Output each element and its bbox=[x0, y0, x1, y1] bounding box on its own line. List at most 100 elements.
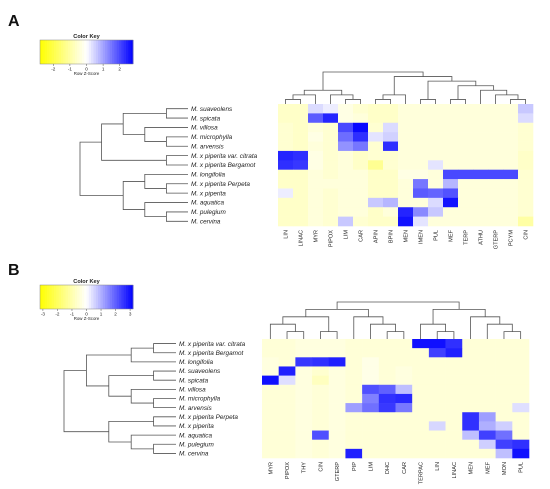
heatmap-cell bbox=[395, 366, 413, 376]
color-key-swatch bbox=[79, 285, 83, 309]
heatmap-cell bbox=[412, 339, 430, 349]
heatmap-cell bbox=[443, 104, 459, 114]
heatmap-cell bbox=[458, 150, 474, 161]
color-key-swatch bbox=[121, 285, 125, 309]
color-key-swatch bbox=[93, 40, 97, 64]
color-key-swatch bbox=[123, 40, 127, 64]
heatmap-cell bbox=[512, 421, 530, 431]
heatmap-cell bbox=[512, 375, 530, 386]
heatmap-cell bbox=[295, 357, 313, 367]
color-key-swatch bbox=[67, 40, 71, 64]
heatmap-cell bbox=[495, 430, 513, 440]
heatmap-cell bbox=[308, 141, 324, 152]
heatmap-cell bbox=[458, 160, 474, 170]
row-label: M. x piperita var. citrata bbox=[191, 153, 258, 160]
row-label: M. cervina bbox=[179, 451, 209, 458]
heatmap-cell bbox=[478, 384, 496, 395]
column-label: PCYM bbox=[509, 230, 515, 247]
column-dendrogram-branch bbox=[353, 316, 384, 339]
color-key-xlabel: Row Z-Score bbox=[74, 316, 100, 321]
heatmap-cell bbox=[473, 132, 489, 142]
row-label: M. arvensis bbox=[179, 405, 212, 412]
heatmap-cell bbox=[378, 375, 396, 386]
heatmap-cell bbox=[262, 348, 279, 358]
heatmap-cell bbox=[328, 403, 346, 413]
row-label: M. aquatica bbox=[191, 200, 224, 207]
heatmap-cell bbox=[488, 104, 504, 114]
heatmap-cell bbox=[278, 150, 294, 161]
column-label: LIM bbox=[368, 462, 374, 472]
heatmap-cell bbox=[428, 421, 446, 431]
heatmap-cell bbox=[378, 430, 396, 440]
color-key-tick-label: -1 bbox=[68, 67, 73, 72]
heatmap-cell bbox=[518, 132, 534, 142]
heatmap-cell bbox=[293, 122, 309, 133]
heatmap-cell bbox=[428, 104, 444, 114]
row-dendrogram-branch bbox=[166, 155, 188, 166]
color-key-swatch bbox=[93, 285, 97, 309]
heatmap-cell bbox=[488, 150, 504, 161]
heatmap-cell bbox=[345, 403, 363, 413]
heatmap-cell bbox=[462, 366, 480, 376]
heatmap-cell bbox=[478, 348, 496, 358]
heatmap-cell bbox=[383, 188, 399, 199]
heatmap-cell bbox=[428, 366, 446, 376]
heatmap-cell bbox=[512, 357, 530, 367]
heatmap-cell bbox=[445, 384, 463, 395]
heatmap-cell bbox=[308, 150, 324, 161]
heatmap-cell bbox=[383, 207, 399, 217]
column-label: MEN bbox=[469, 462, 475, 474]
heatmap-cell bbox=[353, 179, 369, 189]
heatmap-cell bbox=[478, 357, 496, 367]
row-label: M. x piperita Perpeta bbox=[191, 181, 250, 188]
heatmap-cell bbox=[478, 403, 496, 413]
heatmap-cell bbox=[495, 412, 513, 422]
heatmap-cell bbox=[328, 430, 346, 440]
heatmap-cell bbox=[312, 430, 330, 440]
heatmap-cell bbox=[338, 188, 354, 199]
heatmap-cell bbox=[383, 216, 399, 227]
heatmap-cell bbox=[488, 141, 504, 152]
heatmap-cell bbox=[328, 366, 346, 376]
heatmap-cell bbox=[478, 439, 496, 450]
color-key-swatch bbox=[60, 40, 64, 64]
column-label: APIN bbox=[374, 230, 380, 243]
heatmap-cell bbox=[395, 384, 413, 395]
color-key-swatch bbox=[91, 40, 94, 64]
heatmap-cell bbox=[398, 150, 414, 161]
heatmap-cell bbox=[353, 104, 369, 114]
heatmap-cell bbox=[473, 160, 489, 170]
heatmap-cell bbox=[503, 179, 519, 189]
color-key-swatch bbox=[70, 285, 73, 309]
heatmap-cell bbox=[503, 216, 519, 227]
color-key-tick-label: -3 bbox=[41, 312, 46, 317]
color-key-swatch bbox=[42, 40, 46, 64]
color-key-swatch bbox=[105, 40, 108, 64]
heatmap-cell bbox=[488, 113, 504, 124]
row-label: M. spicata bbox=[191, 115, 221, 122]
color-key-swatch bbox=[86, 285, 90, 309]
row-label: M. spicata bbox=[179, 377, 209, 384]
heatmap-cell bbox=[512, 430, 530, 440]
color-key-swatch bbox=[46, 285, 50, 309]
heatmap-cell bbox=[428, 216, 444, 227]
row-dendrogram-branch bbox=[153, 398, 176, 409]
color-key-swatch bbox=[58, 285, 62, 309]
color-key-swatch bbox=[102, 40, 106, 64]
heatmap-cell bbox=[383, 141, 399, 152]
heatmap-cell bbox=[312, 412, 330, 422]
heatmap-cell bbox=[413, 141, 429, 152]
heatmap-cell bbox=[308, 216, 324, 227]
heatmap-cell bbox=[328, 412, 346, 422]
heatmap-cell bbox=[458, 132, 474, 142]
heatmap-cell bbox=[278, 448, 296, 459]
heatmap-cell bbox=[308, 207, 324, 217]
heatmap-cell bbox=[278, 188, 294, 199]
heatmap-cell bbox=[518, 207, 534, 217]
color-key-swatch bbox=[119, 40, 122, 64]
color-key-swatch bbox=[44, 285, 48, 309]
heatmap-cell bbox=[368, 179, 384, 189]
column-label: MEN bbox=[404, 230, 410, 242]
heatmap-cell bbox=[383, 132, 399, 142]
heatmap-cell bbox=[262, 421, 279, 431]
